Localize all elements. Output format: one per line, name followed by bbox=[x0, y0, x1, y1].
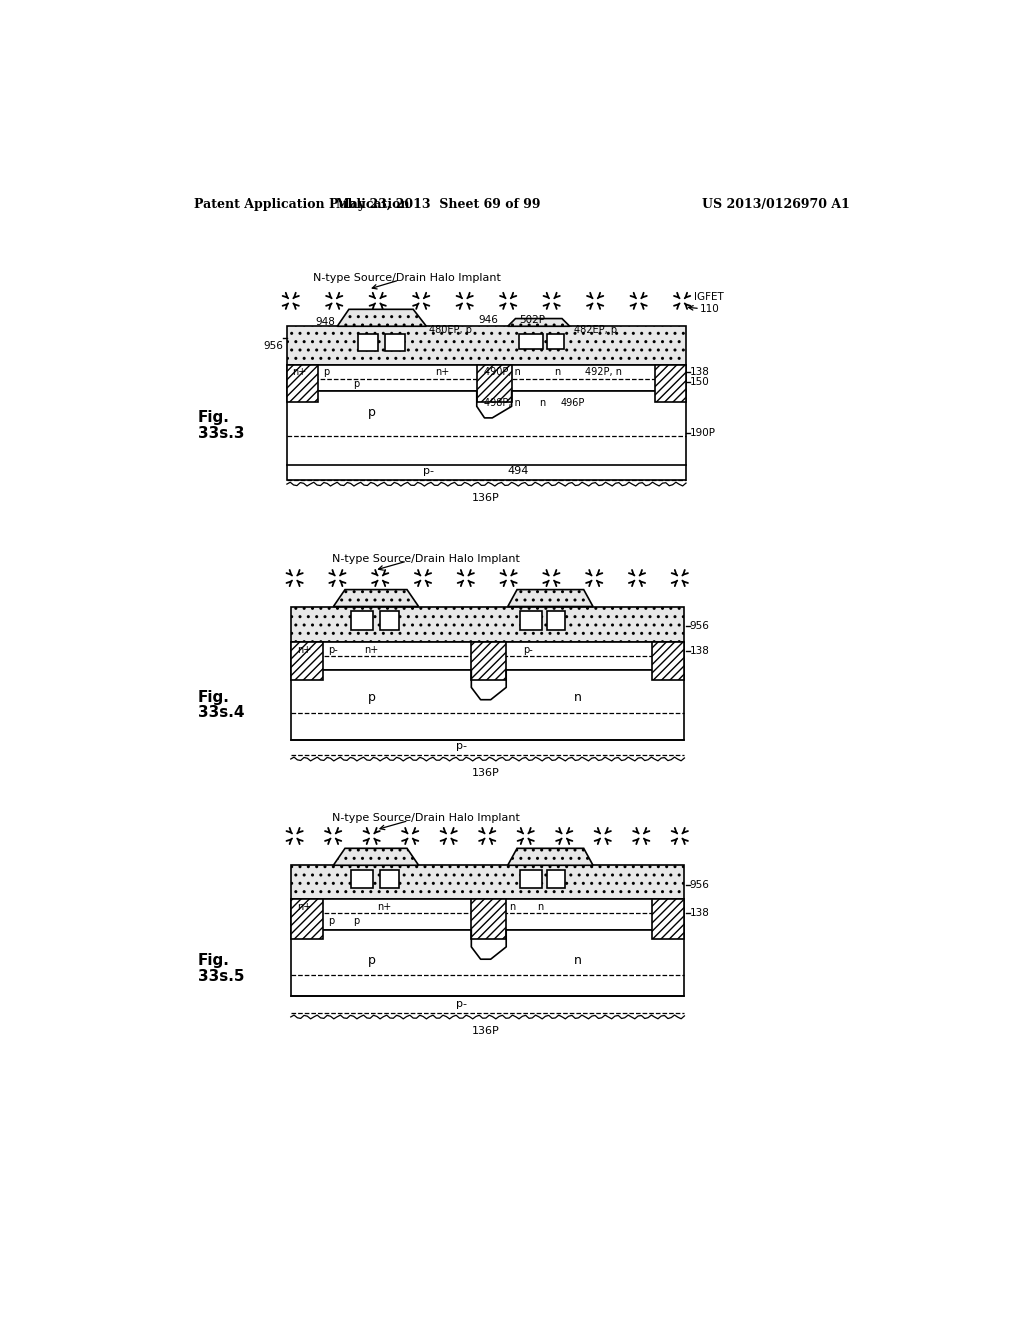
Text: N-type Source/Drain Halo Implant: N-type Source/Drain Halo Implant bbox=[333, 813, 520, 824]
Text: Fig.: Fig. bbox=[198, 411, 229, 425]
Text: 482EP, p: 482EP, p bbox=[573, 325, 616, 335]
Text: 502P: 502P bbox=[519, 315, 546, 325]
Text: p-: p- bbox=[456, 999, 467, 1008]
Text: 948: 948 bbox=[315, 317, 336, 327]
Text: 956: 956 bbox=[690, 879, 710, 890]
Bar bbox=[652, 642, 684, 680]
Text: 494: 494 bbox=[508, 466, 529, 477]
Bar bbox=[380, 870, 399, 888]
Text: 138: 138 bbox=[690, 908, 710, 917]
Bar bbox=[291, 607, 684, 642]
Text: p: p bbox=[369, 954, 376, 968]
Text: p-: p- bbox=[523, 644, 534, 655]
Polygon shape bbox=[334, 849, 419, 866]
Text: 138: 138 bbox=[690, 647, 710, 656]
Bar bbox=[385, 334, 406, 351]
Text: n+: n+ bbox=[297, 644, 311, 655]
Bar bbox=[477, 364, 512, 403]
Text: Fig.: Fig. bbox=[198, 953, 229, 969]
Text: 480EP, p: 480EP, p bbox=[429, 325, 472, 335]
Text: p: p bbox=[324, 367, 330, 378]
Text: 492P, n: 492P, n bbox=[586, 367, 623, 378]
Text: p-: p- bbox=[456, 741, 467, 751]
Bar bbox=[287, 391, 686, 480]
Text: 946: 946 bbox=[478, 315, 499, 325]
Text: 496P: 496P bbox=[560, 399, 585, 408]
Text: 150: 150 bbox=[690, 376, 710, 387]
Polygon shape bbox=[508, 590, 593, 607]
Text: 33s.3: 33s.3 bbox=[198, 426, 245, 441]
Text: n+: n+ bbox=[292, 367, 306, 378]
Text: p: p bbox=[352, 379, 359, 389]
Text: n: n bbox=[539, 399, 545, 408]
Bar bbox=[655, 364, 686, 403]
Bar bbox=[291, 866, 684, 899]
Text: 956: 956 bbox=[263, 341, 283, 351]
Text: n: n bbox=[573, 690, 582, 704]
Bar bbox=[291, 642, 324, 680]
Bar bbox=[471, 899, 506, 940]
Bar bbox=[287, 364, 317, 403]
Text: 136P: 136P bbox=[472, 1026, 500, 1036]
Bar bbox=[519, 334, 543, 350]
Bar bbox=[291, 642, 684, 671]
Text: N-type Source/Drain Halo Implant: N-type Source/Drain Halo Implant bbox=[313, 273, 501, 282]
Bar bbox=[291, 671, 684, 739]
Text: p: p bbox=[352, 916, 359, 925]
Text: n+: n+ bbox=[297, 902, 311, 912]
Polygon shape bbox=[508, 849, 593, 866]
Text: 136P: 136P bbox=[472, 492, 500, 503]
Bar bbox=[287, 326, 686, 364]
Text: p: p bbox=[369, 690, 376, 704]
Bar bbox=[291, 899, 684, 929]
Bar bbox=[547, 611, 565, 630]
Text: 956: 956 bbox=[690, 620, 710, 631]
Polygon shape bbox=[508, 318, 569, 326]
Text: 33s.4: 33s.4 bbox=[198, 705, 245, 721]
Bar bbox=[380, 611, 399, 630]
Text: p-: p- bbox=[328, 644, 338, 655]
Text: Fig.: Fig. bbox=[198, 690, 229, 705]
Text: p: p bbox=[369, 407, 376, 418]
Text: n: n bbox=[538, 902, 544, 912]
Text: Patent Application Publication: Patent Application Publication bbox=[194, 198, 410, 211]
Text: n: n bbox=[509, 902, 515, 912]
Text: 490P, n: 490P, n bbox=[484, 367, 521, 378]
Text: 110: 110 bbox=[700, 304, 720, 314]
Bar bbox=[520, 611, 542, 630]
Bar bbox=[547, 870, 565, 888]
Text: n+: n+ bbox=[365, 644, 379, 655]
Bar bbox=[520, 870, 542, 888]
Bar bbox=[358, 334, 378, 351]
Text: 33s.5: 33s.5 bbox=[198, 969, 245, 983]
Text: n: n bbox=[573, 954, 582, 968]
Text: May 23, 2013  Sheet 69 of 99: May 23, 2013 Sheet 69 of 99 bbox=[336, 198, 541, 211]
Polygon shape bbox=[334, 590, 419, 607]
Bar bbox=[351, 870, 373, 888]
Text: n+: n+ bbox=[378, 902, 392, 912]
Text: 138: 138 bbox=[690, 367, 710, 378]
Text: 498P, n: 498P, n bbox=[484, 399, 521, 408]
Bar bbox=[291, 929, 684, 997]
Bar bbox=[291, 899, 324, 940]
Text: 190P: 190P bbox=[690, 428, 716, 438]
Polygon shape bbox=[337, 309, 426, 326]
Bar bbox=[652, 899, 684, 940]
Text: US 2013/0126970 A1: US 2013/0126970 A1 bbox=[701, 198, 849, 211]
Text: IGFET: IGFET bbox=[693, 292, 724, 302]
Bar bbox=[471, 642, 506, 680]
Text: n+: n+ bbox=[435, 367, 450, 378]
Bar bbox=[547, 334, 563, 350]
Text: n: n bbox=[554, 367, 560, 378]
Bar bbox=[351, 611, 373, 630]
Text: N-type Source/Drain Halo Implant: N-type Source/Drain Halo Implant bbox=[333, 554, 520, 564]
Bar bbox=[287, 364, 686, 391]
Text: p-: p- bbox=[423, 466, 433, 477]
Text: 136P: 136P bbox=[472, 768, 500, 777]
Text: p: p bbox=[328, 916, 334, 925]
